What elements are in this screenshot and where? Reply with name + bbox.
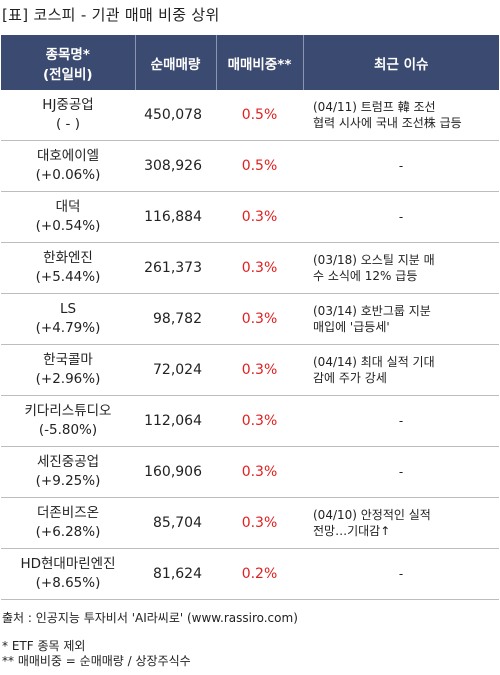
issue-line2: 수 소식에 12% 급등 xyxy=(313,269,418,283)
trade-ratio: 0.3% xyxy=(216,242,303,294)
trade-ratio: 0.3% xyxy=(216,344,303,396)
stock-change: (+5.44%) xyxy=(35,269,101,285)
table-row: 키다리스튜디오 (-5.80%) 112,064 0.3% - xyxy=(1,395,499,447)
stock-cell: 한국콜마 (+2.96%) xyxy=(1,344,135,396)
header-recent-issue: 최근 이슈 xyxy=(303,35,499,90)
stock-cell: 키다리스튜디오 (-5.80%) xyxy=(1,395,135,447)
issue-line2: 감에 주가 강세 xyxy=(313,371,387,385)
net-volume: 85,704 xyxy=(135,497,216,549)
issue-line1: - xyxy=(398,159,404,173)
trade-ratio: 0.3% xyxy=(216,395,303,447)
stock-change: (+0.06%) xyxy=(35,167,101,183)
issue-line2: 매입에 '급등세' xyxy=(313,320,390,334)
stock-change: (-5.80%) xyxy=(38,422,98,438)
issue-line1: (03/14) 호반그룹 지분 xyxy=(313,304,431,318)
header-stock-name: 종목명* (전일비) xyxy=(1,35,136,90)
stock-cell: LS (+4.79%) xyxy=(1,293,135,345)
trade-ratio: 0.3% xyxy=(216,191,303,243)
issue-line1: - xyxy=(398,567,404,581)
table-row: LS (+4.79%) 98,782 0.3% (03/14) 호반그룹 지분 매입에 '… xyxy=(1,293,499,345)
page-title: [표] 코스피 - 기관 매매 비중 상위 xyxy=(2,6,220,24)
table-row: 대호에이엘 (+0.06%) 308,926 0.5% - xyxy=(1,140,499,192)
net-volume: 308,926 xyxy=(135,140,216,192)
stock-cell: 대덕 (+0.54%) xyxy=(1,191,135,243)
stock-name: LS xyxy=(59,301,77,317)
stock-name: HD현대마린엔진 xyxy=(20,556,116,572)
trade-ratio: 0.2% xyxy=(216,548,303,600)
net-volume: 72,024 xyxy=(135,344,216,396)
recent-issue: - xyxy=(303,140,499,192)
recent-issue: - xyxy=(303,446,499,498)
stock-cell: HJ중공업 ( - ) xyxy=(1,90,135,141)
header-stock-name-line1: 종목명* xyxy=(45,46,90,63)
issue-line1: - xyxy=(398,210,404,224)
table-row: 세진중공업 (+9.25%) 160,906 0.3% - xyxy=(1,446,499,498)
stock-cell: 더존비즈온 (+6.28%) xyxy=(1,497,135,549)
stock-name: HJ중공업 xyxy=(42,97,94,113)
net-volume: 112,064 xyxy=(135,395,216,447)
stock-name: 한국콜마 xyxy=(43,352,93,368)
table-row: HD현대마린엔진 (+8.65%) 81,624 0.2% - xyxy=(1,548,499,600)
net-volume: 450,078 xyxy=(135,90,216,141)
stock-change: (+9.25%) xyxy=(35,473,101,489)
issue-line2: 협력 시사에 국내 조선株 급등 xyxy=(313,116,462,130)
stock-change: (+0.54%) xyxy=(35,218,101,234)
stock-name: 세진중공업 xyxy=(36,454,100,470)
trade-ratio: 0.3% xyxy=(216,446,303,498)
recent-issue: - xyxy=(303,548,499,600)
issue-line1: - xyxy=(398,465,404,479)
net-volume: 81,624 xyxy=(135,548,216,600)
recent-issue: - xyxy=(303,395,499,447)
stock-cell: 한화엔진 (+5.44%) xyxy=(1,242,135,294)
stock-change: ( - ) xyxy=(56,116,80,132)
stock-change: (+8.65%) xyxy=(35,575,101,591)
recent-issue: - xyxy=(303,191,499,243)
table-row: 더존비즈온 (+6.28%) 85,704 0.3% (04/10) 안정적인 실적 전망… xyxy=(1,497,499,549)
table-row: 대덕 (+0.54%) 116,884 0.3% - xyxy=(1,191,499,243)
institution-trading-table: 종목명* (전일비) 순매매량 매매비중** 최근 이슈 HJ중공업 ( - ) 4… xyxy=(1,35,499,600)
stock-name: 더존비즈온 xyxy=(36,505,100,521)
stock-name: 키다리스튜디오 xyxy=(24,403,112,419)
stock-name: 한화엔진 xyxy=(43,250,93,266)
stock-cell: 대호에이엘 (+0.06%) xyxy=(1,140,135,192)
net-volume: 116,884 xyxy=(135,191,216,243)
footnote-etf: * ETF 종목 제외 xyxy=(2,639,86,653)
table-row: HJ중공업( - ) 450,078 0.5% (04/11) 트럼프 韓 조선 협력 … xyxy=(1,90,499,141)
issue-line1: (03/18) 오스틸 지분 매 xyxy=(313,253,435,267)
header-stock-name-line2: (전일비) xyxy=(42,66,93,83)
stock-name: 대호에이엘 xyxy=(36,148,100,164)
trade-ratio: 0.3% xyxy=(216,497,303,549)
net-volume: 261,373 xyxy=(135,242,216,294)
table-row: 한국콜마 (+2.96%) 72,024 0.3% (04/14) 최대 실적 기대 감에… xyxy=(1,344,499,396)
stock-change: (+6.28%) xyxy=(35,524,101,540)
stock-cell: HD현대마린엔진 (+8.65%) xyxy=(1,548,135,600)
footnote-ratio: ** 매매비중 = 순매매량 / 상장주식수 xyxy=(2,654,191,668)
net-volume: 160,906 xyxy=(135,446,216,498)
stock-name: 대덕 xyxy=(55,199,81,215)
issue-line1: (04/14) 최대 실적 기대 xyxy=(313,355,435,369)
stock-change: (+4.79%) xyxy=(35,320,101,336)
table-header-row: 종목명* (전일비) 순매매량 매매비중** 최근 이슈 xyxy=(1,35,499,90)
source-note: 출처 : 인공지능 투자비서 'AI라씨로' (www.rassiro.com) xyxy=(2,611,298,625)
header-net-volume: 순매매량 xyxy=(135,35,217,90)
header-trade-ratio: 매매비중** xyxy=(216,35,304,90)
trade-ratio: 0.5% xyxy=(216,90,303,141)
issue-line1: - xyxy=(398,414,404,428)
stock-cell: 세진중공업 (+9.25%) xyxy=(1,446,135,498)
issue-line2: 전망…기대감↑ xyxy=(313,524,391,538)
trade-ratio: 0.5% xyxy=(216,140,303,192)
issue-line1: (04/10) 안정적인 실적 xyxy=(313,508,431,522)
issue-line1: (04/11) 트럼프 韓 조선 xyxy=(313,100,436,114)
trade-ratio: 0.3% xyxy=(216,293,303,345)
stock-change: (+2.96%) xyxy=(35,371,101,387)
net-volume: 98,782 xyxy=(135,293,216,345)
